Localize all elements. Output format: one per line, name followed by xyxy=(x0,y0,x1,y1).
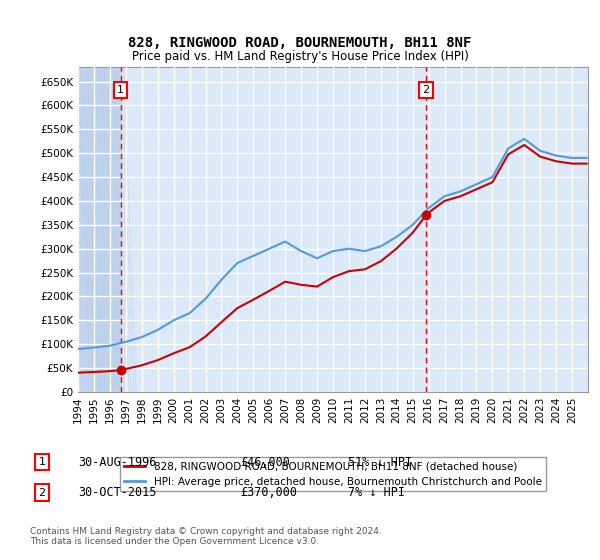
Text: Price paid vs. HM Land Registry's House Price Index (HPI): Price paid vs. HM Land Registry's House … xyxy=(131,50,469,63)
Text: 1: 1 xyxy=(38,457,46,467)
Text: £370,000: £370,000 xyxy=(240,486,297,500)
Text: Contains HM Land Registry data © Crown copyright and database right 2024.
This d: Contains HM Land Registry data © Crown c… xyxy=(30,526,382,546)
Text: £46,000: £46,000 xyxy=(240,455,290,469)
Text: 51% ↓ HPI: 51% ↓ HPI xyxy=(348,455,412,469)
Text: 2: 2 xyxy=(38,488,46,498)
Text: 2: 2 xyxy=(422,85,430,95)
Legend: 828, RINGWOOD ROAD, BOURNEMOUTH, BH11 8NF (detached house), HPI: Average price, : 828, RINGWOOD ROAD, BOURNEMOUTH, BH11 8N… xyxy=(120,457,546,491)
Text: 30-AUG-1996: 30-AUG-1996 xyxy=(78,455,157,469)
Text: 30-OCT-2015: 30-OCT-2015 xyxy=(78,486,157,500)
Text: 1: 1 xyxy=(117,85,124,95)
Text: 7% ↓ HPI: 7% ↓ HPI xyxy=(348,486,405,500)
Text: 828, RINGWOOD ROAD, BOURNEMOUTH, BH11 8NF: 828, RINGWOOD ROAD, BOURNEMOUTH, BH11 8N… xyxy=(128,36,472,50)
